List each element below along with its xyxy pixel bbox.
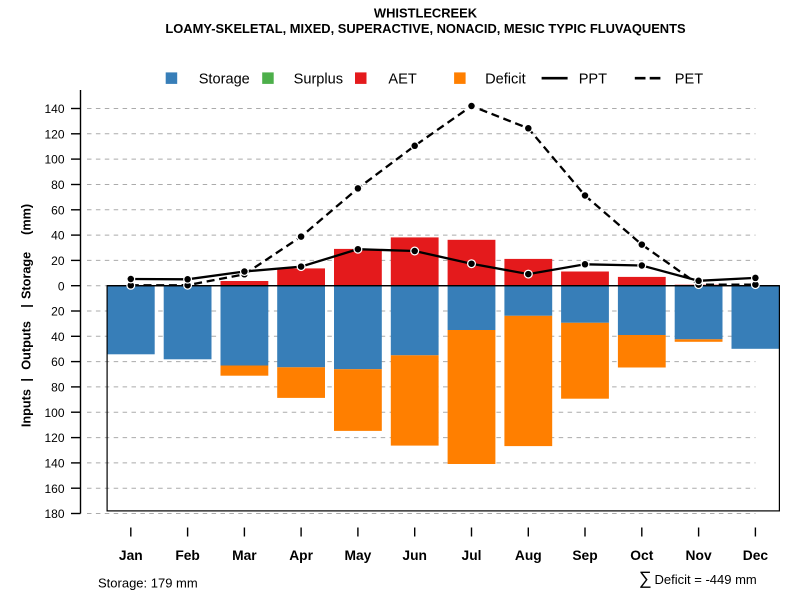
svg-text:Mar: Mar [232,548,257,563]
svg-text:Inputs: Inputs [20,389,34,427]
svg-text:May: May [344,548,371,563]
svg-text:Storage: 179 mm: Storage: 179 mm [98,576,198,591]
svg-text:60: 60 [51,203,65,217]
svg-text:AET: AET [388,72,416,88]
svg-text:140: 140 [44,102,64,116]
svg-text:Nov: Nov [686,548,712,563]
svg-text:100: 100 [44,153,64,167]
svg-text:Sep: Sep [572,548,597,563]
svg-text:20: 20 [51,305,65,319]
svg-text:120: 120 [44,127,64,141]
svg-text:Apr: Apr [289,548,313,563]
svg-text:160: 160 [44,482,64,496]
svg-text:140: 140 [44,457,64,471]
svg-text:LOAMY-SKELETAL, MIXED, SUPERAC: LOAMY-SKELETAL, MIXED, SUPERACTIVE, NONA… [165,21,686,36]
svg-text:Jun: Jun [402,548,427,563]
svg-text:|: | [20,304,34,308]
svg-text:Outputs: Outputs [20,321,34,370]
svg-text:100: 100 [44,406,64,420]
svg-text:Oct: Oct [630,548,653,563]
svg-text:PPT: PPT [579,72,607,88]
svg-text:Storage: Storage [20,252,34,299]
svg-text:60: 60 [51,355,65,369]
svg-text:Storage: Storage [199,72,250,88]
svg-text:(mm): (mm) [20,204,34,235]
svg-text:Feb: Feb [175,548,200,563]
svg-text:180: 180 [44,507,64,521]
svg-text:80: 80 [51,178,65,192]
svg-text:Surplus: Surplus [294,72,343,88]
svg-text:Aug: Aug [515,548,542,563]
svg-text:120: 120 [44,431,64,445]
svg-text:Deficit: Deficit [485,72,526,88]
svg-text:80: 80 [51,381,65,395]
svg-text:0: 0 [58,279,65,293]
svg-text:40: 40 [51,229,65,243]
svg-text:∑Deficit = -449 mm: ∑ Deficit = -449 mm [639,568,757,588]
svg-text:Dec: Dec [743,548,769,563]
svg-text:PET: PET [675,72,703,88]
svg-text:20: 20 [51,254,65,268]
svg-text:|: | [20,378,34,382]
svg-text:Jul: Jul [462,548,482,563]
svg-text:Jan: Jan [119,548,143,563]
svg-text:WHISTLECREEK: WHISTLECREEK [374,6,478,21]
svg-text:40: 40 [51,330,65,344]
